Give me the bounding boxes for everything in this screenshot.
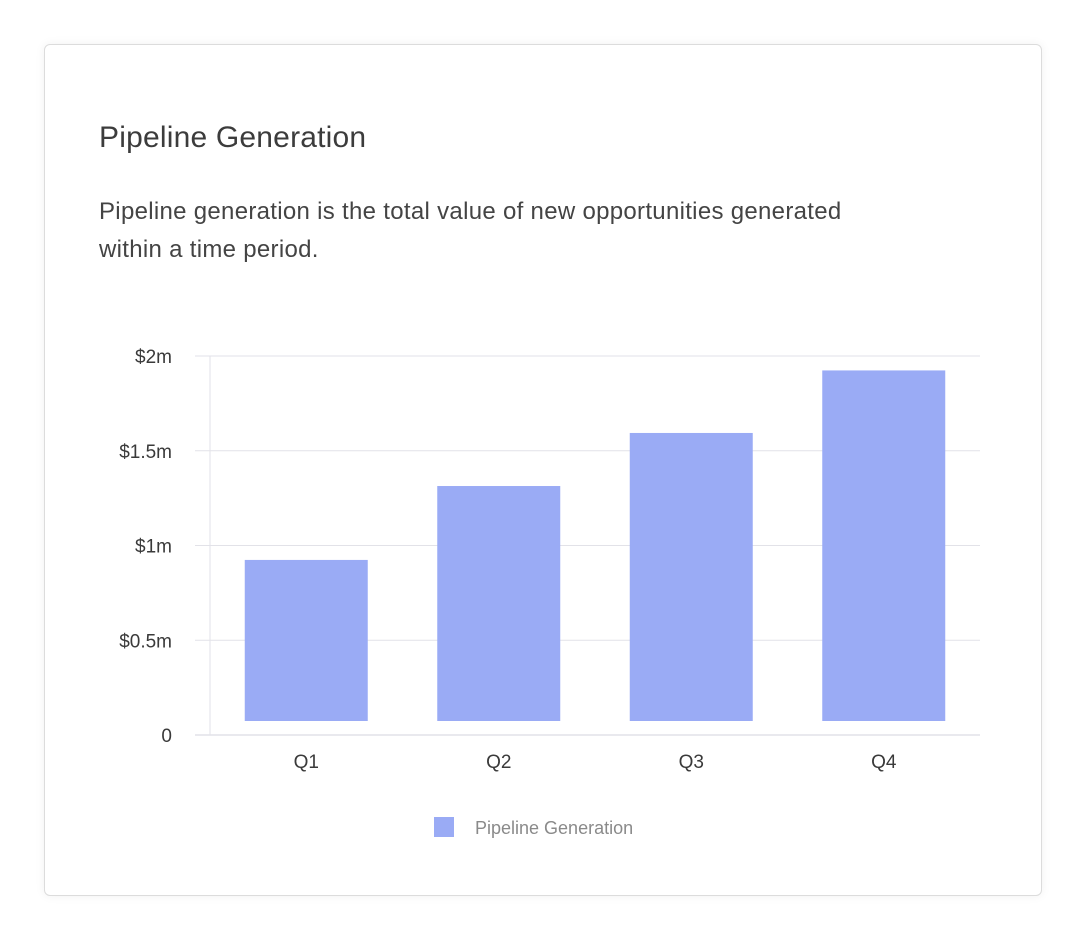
y-tick-label: $0.5m [119, 631, 172, 652]
legend-swatch [434, 817, 454, 837]
y-tick-label: $2m [135, 347, 172, 368]
x-tick-label: Q4 [871, 752, 897, 773]
x-tick-label: Q3 [679, 752, 704, 773]
bar-q3 [629, 432, 753, 721]
bar-q2 [437, 486, 561, 721]
bar-q1 [244, 559, 368, 721]
x-tick-label: Q1 [294, 752, 319, 773]
y-tick-label: 0 [161, 726, 172, 747]
chart-card: Pipeline Generation Pipeline generation … [44, 44, 1042, 896]
card-title: Pipeline Generation [99, 121, 367, 154]
x-tick-label: Q2 [486, 752, 511, 773]
y-tick-label: $1.5m [119, 442, 172, 463]
bar-chart: 0 $0.5m $1m $1.5m $2m Q1 Q2 Q3 Q4 Pipeline Genera… [119, 347, 980, 838]
y-tick-label: $1m [135, 537, 172, 558]
card-description: Pipeline generation is the total value o… [99, 198, 842, 263]
legend-label: Pipeline Generation [475, 818, 633, 838]
bar-q4 [822, 370, 946, 721]
